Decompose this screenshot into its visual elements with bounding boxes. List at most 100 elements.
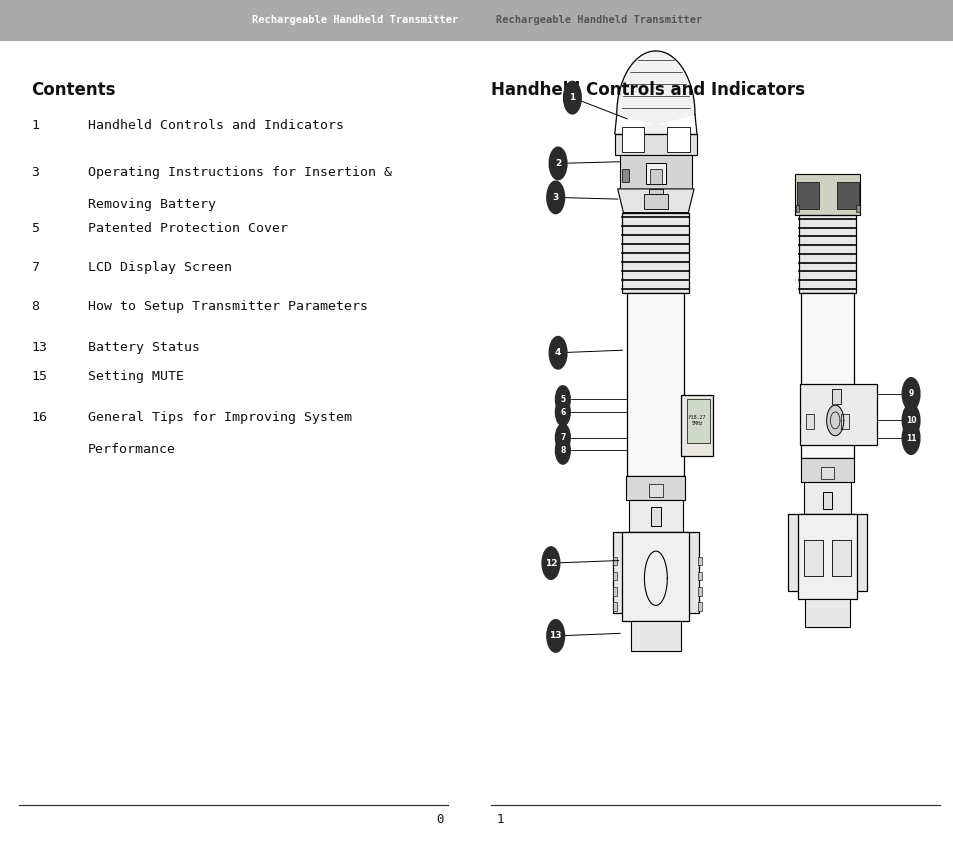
Bar [679,396,712,457]
Bar [621,213,688,294]
Circle shape [554,385,570,414]
Circle shape [545,619,564,653]
Circle shape [548,336,567,370]
Text: General Tips for Improving System: General Tips for Improving System [88,411,352,424]
Text: 1: 1 [496,812,503,826]
Text: 5: 5 [30,222,39,235]
Bar [645,163,665,184]
Circle shape [901,377,920,411]
Bar [800,458,853,482]
Bar [697,557,700,565]
Text: Setting MUTE: Setting MUTE [88,370,184,383]
Text: Handheld Controls and Indicators: Handheld Controls and Indicators [88,119,344,132]
Text: 0: 0 [436,812,443,826]
Circle shape [901,403,920,437]
Text: 3: 3 [30,166,39,178]
Bar [476,0,953,41]
Bar [648,484,662,498]
Polygon shape [618,189,693,213]
Text: 5: 5 [559,395,565,404]
Text: Rechargeable Handheld Transmitter: Rechargeable Handheld Transmitter [252,15,457,25]
Text: 13: 13 [30,341,47,354]
Circle shape [554,397,570,427]
Bar [626,294,683,475]
Text: 15: 15 [30,370,47,383]
Bar [797,514,857,599]
Bar [621,127,644,153]
Bar [612,557,616,565]
Bar [837,182,858,209]
Bar [686,399,709,443]
Text: 1: 1 [569,93,575,102]
Text: Patented Protection Cover: Patented Protection Cover [88,222,288,235]
Bar [820,467,833,479]
Circle shape [541,546,559,580]
Bar [802,482,850,514]
Circle shape [562,81,581,115]
Bar [612,588,616,596]
Text: 8: 8 [30,300,39,312]
Bar [841,413,848,429]
Bar [831,540,850,576]
Bar [628,499,682,531]
Text: How to Setup Transmitter Parameters: How to Setup Transmitter Parameters [88,300,368,312]
Circle shape [554,436,570,465]
Text: 10: 10 [904,416,916,425]
Text: 2: 2 [555,159,560,168]
Bar [0,0,476,41]
Bar [612,603,616,611]
Bar [666,127,689,153]
Circle shape [545,180,564,215]
Text: 16: 16 [30,411,47,424]
Text: F18.27
5MHz: F18.27 5MHz [688,415,705,426]
Text: 7: 7 [559,433,565,442]
Bar [697,603,700,611]
Text: Contents: Contents [30,81,115,98]
Circle shape [548,147,567,181]
Text: Operating Instructions for Insertion &: Operating Instructions for Insertion & [88,166,392,178]
Polygon shape [614,51,697,134]
Bar [802,540,821,576]
Text: 11: 11 [904,434,916,442]
Bar [795,205,799,212]
Text: 3: 3 [552,193,558,202]
Bar [697,572,700,581]
Bar [855,205,859,212]
Bar [621,531,688,621]
Bar [650,169,661,184]
Text: 8: 8 [559,446,565,455]
Bar [799,384,877,445]
Bar [625,475,684,499]
Bar [797,182,818,209]
Bar [803,599,850,627]
Bar [631,621,679,650]
Text: 1: 1 [30,119,39,132]
Bar [798,215,856,293]
Bar [619,155,691,189]
Circle shape [554,424,570,453]
Bar [831,389,841,404]
Bar [648,189,662,194]
Circle shape [901,421,920,455]
Bar [612,531,698,613]
Polygon shape [826,405,842,436]
Text: Rechargeable Handheld Transmitter: Rechargeable Handheld Transmitter [496,15,701,25]
Text: 6: 6 [559,408,565,417]
Bar [821,492,831,509]
Bar [794,174,859,215]
Text: LCD Display Screen: LCD Display Screen [88,261,232,273]
Text: 13: 13 [549,632,561,640]
Text: Handheld Controls and Indicators: Handheld Controls and Indicators [491,81,804,98]
Bar [800,293,853,458]
Bar [621,168,629,183]
Bar [805,413,813,429]
Bar [697,588,700,596]
Bar [614,134,697,155]
Text: Battery Status: Battery Status [88,341,200,354]
Text: 12: 12 [544,559,557,568]
Bar [643,194,667,210]
Bar [650,507,660,526]
Text: 7: 7 [30,261,39,273]
Bar [787,514,866,591]
Text: 4: 4 [555,348,560,357]
